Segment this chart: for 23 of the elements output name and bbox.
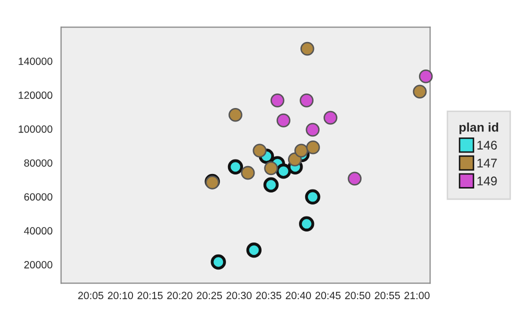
y-tick-label: 80000	[24, 159, 52, 167]
y-tick-label: 60000	[24, 193, 52, 201]
x-tick-label: 20:50	[345, 292, 370, 300]
legend-label: 149	[477, 176, 497, 186]
y-tick-label: 40000	[24, 227, 52, 235]
x-tick-label: 21:00	[404, 292, 430, 300]
x-tick-label: 20:30	[226, 292, 252, 300]
x-tick-label: 20:45	[315, 292, 341, 300]
y-tick-label: 140000	[18, 58, 52, 65]
x-tick-label: 20:35	[256, 292, 282, 300]
x-tick-label: 20:05	[78, 292, 104, 300]
x-tick-label: 20:40	[286, 292, 311, 300]
x-tick-label: 20:55	[374, 292, 400, 300]
legend-label: 146	[477, 140, 497, 150]
x-tick-label: 20:20	[167, 292, 192, 300]
legend-title: plan id	[460, 122, 498, 134]
x-tick-label: 20:25	[196, 292, 222, 300]
x-tick-label: 20:10	[108, 292, 134, 300]
x-tick-label: 20:15	[138, 292, 163, 300]
y-tick-label: 20000	[24, 261, 52, 268]
legend-label: 147	[477, 158, 497, 168]
y-tick-label: 120000	[18, 92, 52, 99]
y-tick-label: 100000	[18, 125, 52, 133]
